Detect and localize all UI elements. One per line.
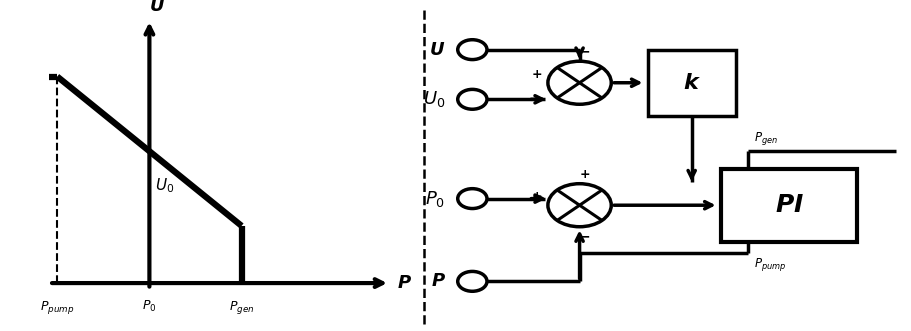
Text: $\boldsymbol{P_0}$: $\boldsymbol{P_0}$ bbox=[425, 189, 445, 209]
Text: P: P bbox=[398, 274, 411, 292]
Text: $P_{pump}$: $P_{pump}$ bbox=[40, 299, 75, 316]
Text: $\boldsymbol{k}$: $\boldsymbol{k}$ bbox=[682, 73, 701, 93]
Bar bbox=[721, 169, 857, 242]
Text: −: − bbox=[578, 45, 590, 59]
Text: $\boldsymbol{U}$: $\boldsymbol{U}$ bbox=[429, 41, 445, 59]
Text: $\boldsymbol{PI}$: $\boldsymbol{PI}$ bbox=[774, 193, 804, 217]
Text: $\boldsymbol{U_0}$: $\boldsymbol{U_0}$ bbox=[424, 89, 445, 109]
Text: +: + bbox=[531, 190, 542, 204]
Text: U: U bbox=[150, 0, 165, 15]
Text: +: + bbox=[531, 68, 542, 81]
Text: $P_{pump}$: $P_{pump}$ bbox=[753, 256, 786, 272]
Text: $P_{gen}$: $P_{gen}$ bbox=[753, 130, 778, 147]
Text: $P_0$: $P_0$ bbox=[142, 299, 157, 314]
Text: $U_0$: $U_0$ bbox=[156, 177, 175, 195]
Text: −: − bbox=[578, 229, 590, 243]
Bar bbox=[648, 50, 735, 116]
Text: $\boldsymbol{P}$: $\boldsymbol{P}$ bbox=[431, 272, 445, 290]
Text: $P_{gen}$: $P_{gen}$ bbox=[229, 299, 254, 316]
Text: +: + bbox=[580, 168, 590, 181]
